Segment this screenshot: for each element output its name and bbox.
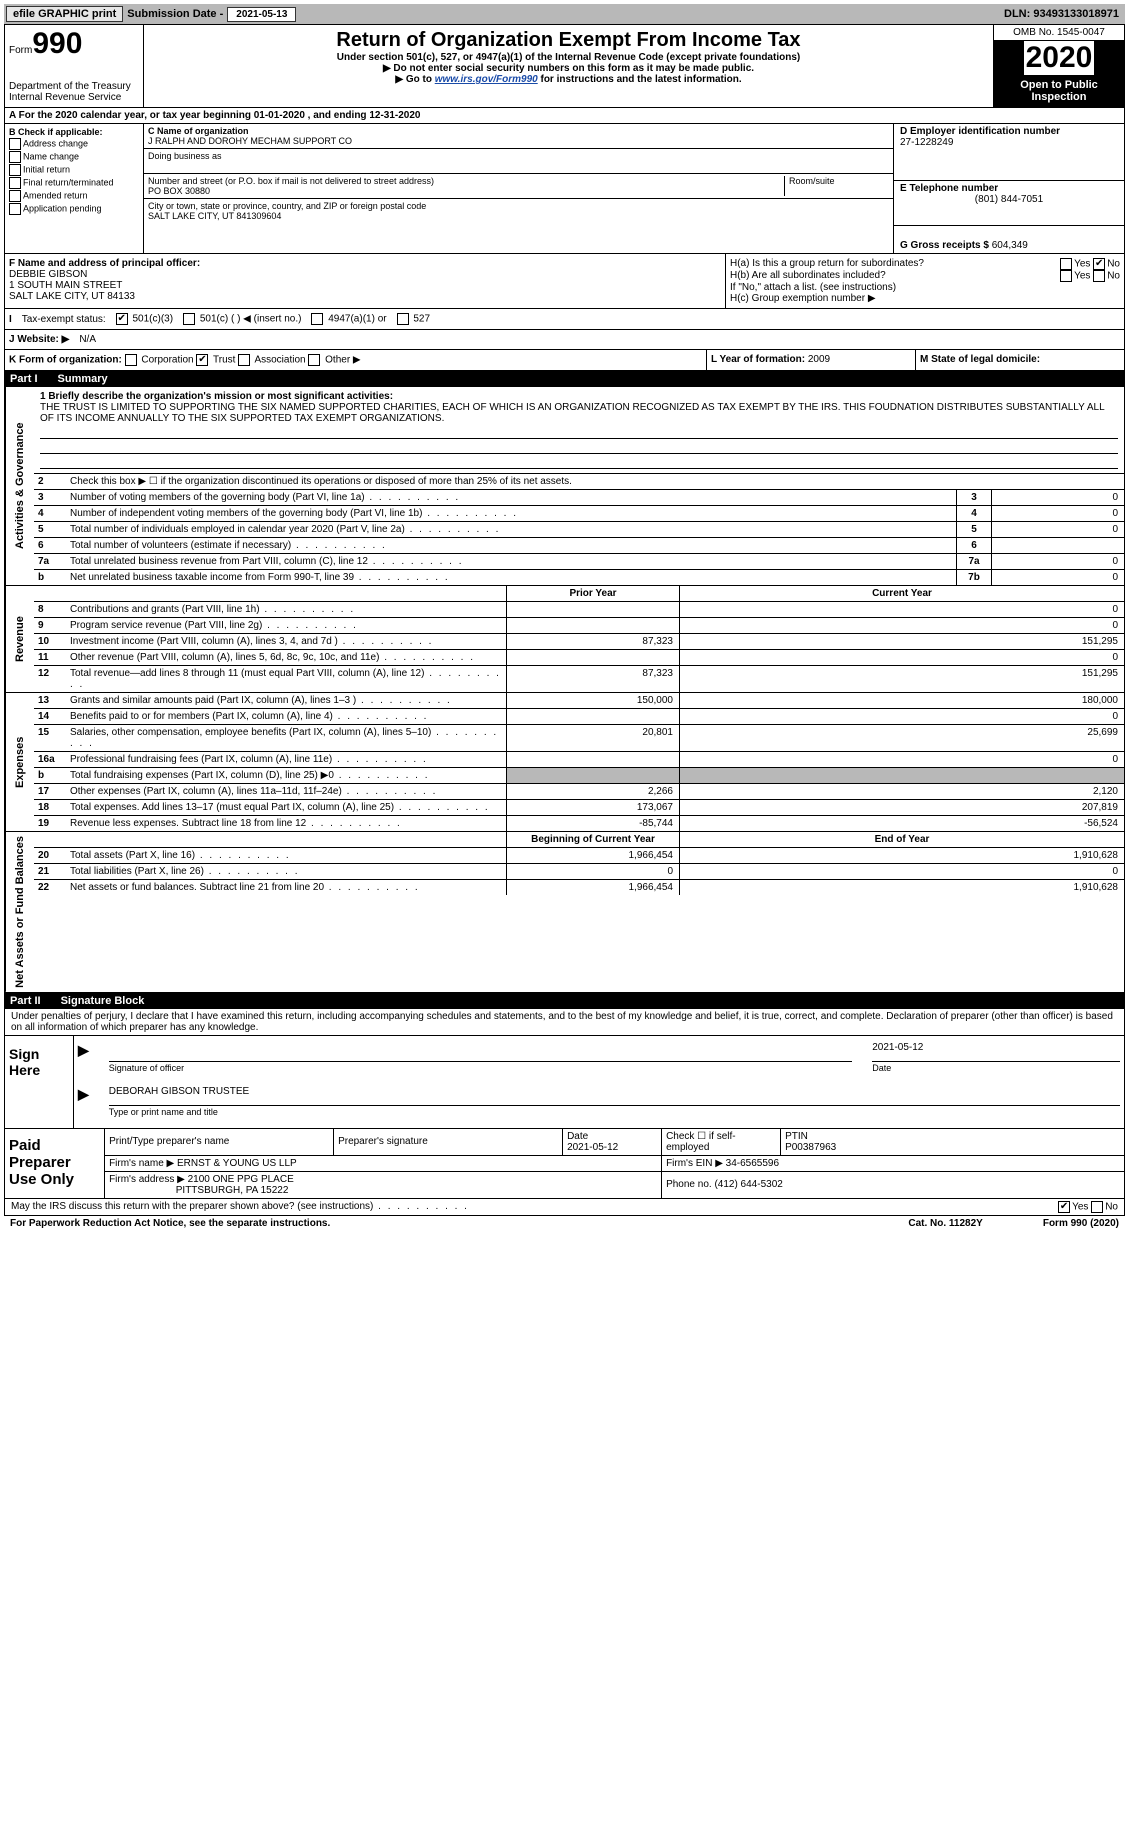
vtab-rev: Revenue	[5, 586, 34, 692]
fin-row: 21Total liabilities (Part X, line 26)00	[34, 864, 1124, 880]
fin-row: 13Grants and similar amounts paid (Part …	[34, 693, 1124, 709]
org-name: J RALPH AND DOROHY MECHAM SUPPORT CO	[148, 136, 889, 146]
checkbox[interactable]	[9, 190, 21, 202]
tax-year: 2020	[994, 41, 1124, 75]
fin-row: 10Investment income (Part VIII, column (…	[34, 634, 1124, 650]
checkbox[interactable]: ✔	[1058, 1201, 1070, 1213]
fin-row: 22Net assets or fund balances. Subtract …	[34, 880, 1124, 895]
perjury-text: Under penalties of perjury, I declare th…	[5, 1009, 1124, 1035]
subtitle-1: Under section 501(c), 527, or 4947(a)(1)…	[148, 52, 989, 63]
row-fh: F Name and address of principal officer:…	[4, 254, 1125, 309]
phone: (801) 844-7051	[900, 194, 1118, 205]
efile-button[interactable]: efile GRAPHIC print	[6, 6, 123, 22]
part2-header: Part II Signature Block	[4, 993, 1125, 1009]
tax-exempt-row: I Tax-exempt status: ✔ 501(c)(3) 501(c) …	[4, 309, 1125, 330]
footer: For Paperwork Reduction Act Notice, see …	[4, 1216, 1125, 1231]
dln: DLN: 93493133018971	[1004, 8, 1123, 20]
checkbox[interactable]: ✔	[196, 354, 208, 366]
city: SALT LAKE CITY, UT 841309604	[148, 211, 889, 221]
section-expenses: Expenses 13Grants and similar amounts pa…	[4, 693, 1125, 832]
fin-row: 20Total assets (Part X, line 16)1,966,45…	[34, 848, 1124, 864]
fin-row: bTotal fundraising expenses (Part IX, co…	[34, 768, 1124, 784]
fin-row: 19Revenue less expenses. Subtract line 1…	[34, 816, 1124, 831]
checkbox[interactable]	[9, 203, 21, 215]
checkbox[interactable]: ✔	[116, 313, 128, 325]
mission-text: THE TRUST IS LIMITED TO SUPPORTING THE S…	[40, 402, 1118, 424]
block-bcdeg: B Check if applicable: Address change Na…	[4, 124, 1125, 254]
summary-row: 3Number of voting members of the governi…	[34, 490, 1124, 506]
mission: 1 Briefly describe the organization's mi…	[34, 387, 1124, 474]
sign-here-label: Sign Here	[5, 1036, 74, 1128]
paid-prep-label: Paid Preparer Use Only	[5, 1129, 105, 1198]
form-header: Form990 Department of the Treasury Inter…	[4, 24, 1125, 108]
irs: Internal Revenue Service	[9, 92, 139, 103]
submission-date: 2021-05-13	[227, 7, 296, 22]
checkbox[interactable]	[9, 177, 21, 189]
row-klm: K Form of organization: Corporation ✔ Tr…	[4, 350, 1125, 371]
checkbox[interactable]	[9, 138, 21, 150]
section-revenue: Revenue Prior Year Current Year 8Contrib…	[4, 586, 1125, 693]
vtab-ag: Activities & Governance	[5, 387, 34, 585]
section-ag: Activities & Governance 1 Briefly descri…	[4, 387, 1125, 586]
ein: 27-1228249	[900, 137, 1118, 148]
checkbox[interactable]: ✔	[1093, 258, 1105, 270]
summary-row: 5Total number of individuals employed in…	[34, 522, 1124, 538]
dept-treasury: Department of the Treasury	[9, 81, 139, 92]
checkbox[interactable]	[308, 354, 320, 366]
arrow-icon: ▶	[78, 1042, 89, 1059]
summary-row: 4Number of independent voting members of…	[34, 506, 1124, 522]
discuss-row: May the IRS discuss this return with the…	[4, 1199, 1125, 1216]
box-h: H(a) Is this a group return for subordin…	[725, 254, 1124, 308]
part1-header: Part I Summary	[4, 371, 1125, 387]
form-title: Return of Organization Exempt From Incom…	[148, 29, 989, 52]
checkbox[interactable]	[9, 151, 21, 163]
checkbox[interactable]	[183, 313, 195, 325]
checkbox[interactable]	[397, 313, 409, 325]
omb-number: OMB No. 1545-0047	[994, 25, 1124, 41]
summary-row: bNet unrelated business taxable income f…	[34, 570, 1124, 585]
fin-row: 11Other revenue (Part VIII, column (A), …	[34, 650, 1124, 666]
fin-row: 9Program service revenue (Part VIII, lin…	[34, 618, 1124, 634]
box-deg: D Employer identification number 27-1228…	[893, 124, 1124, 253]
box-f: F Name and address of principal officer:…	[5, 254, 725, 308]
fin-row: 12Total revenue—add lines 8 through 11 (…	[34, 666, 1124, 692]
topbar: efile GRAPHIC print Submission Date - 20…	[4, 4, 1125, 24]
open-to-public: Open to Public Inspection	[994, 75, 1124, 107]
fin-row: 18Total expenses. Add lines 13–17 (must …	[34, 800, 1124, 816]
section-netassets: Net Assets or Fund Balances Beginning of…	[4, 832, 1125, 993]
submission-label: Submission Date -	[127, 8, 223, 20]
checkbox[interactable]	[9, 164, 21, 176]
gross-receipts: 604,349	[992, 240, 1028, 251]
line-a: A For the 2020 calendar year, or tax yea…	[4, 108, 1125, 124]
checkbox[interactable]	[238, 354, 250, 366]
website-row: J Website: ▶ N/A	[4, 330, 1125, 350]
fin-row: 8Contributions and grants (Part VIII, li…	[34, 602, 1124, 618]
irs-link[interactable]: www.irs.gov/Form990	[435, 74, 538, 85]
box-c: C Name of organization J RALPH AND DOROH…	[144, 124, 893, 253]
street: PO BOX 30880	[148, 186, 784, 196]
checkbox[interactable]	[1060, 270, 1072, 282]
checkbox[interactable]	[1091, 1201, 1103, 1213]
fin-row: 17Other expenses (Part IX, column (A), l…	[34, 784, 1124, 800]
box-b: B Check if applicable: Address change Na…	[5, 124, 144, 253]
form-number: Form990	[9, 27, 139, 61]
paid-preparer: Paid Preparer Use Only Print/Type prepar…	[4, 1129, 1125, 1199]
summary-row: 6Total number of volunteers (estimate if…	[34, 538, 1124, 554]
vtab-na: Net Assets or Fund Balances	[5, 832, 34, 992]
fin-row: 14Benefits paid to or for members (Part …	[34, 709, 1124, 725]
checkbox[interactable]	[125, 354, 137, 366]
signature-block: Under penalties of perjury, I declare th…	[4, 1009, 1125, 1129]
subtitle-2: ▶ Do not enter social security numbers o…	[148, 63, 989, 74]
vtab-exp: Expenses	[5, 693, 34, 831]
checkbox[interactable]	[311, 313, 323, 325]
arrow-icon: ▶	[78, 1086, 89, 1103]
summary-row: 7aTotal unrelated business revenue from …	[34, 554, 1124, 570]
fin-row: 16aProfessional fundraising fees (Part I…	[34, 752, 1124, 768]
checkbox[interactable]	[1093, 270, 1105, 282]
checkbox[interactable]	[1060, 258, 1072, 270]
fin-row: 15Salaries, other compensation, employee…	[34, 725, 1124, 752]
subtitle-3: ▶ Go to www.irs.gov/Form990 for instruct…	[148, 74, 989, 85]
